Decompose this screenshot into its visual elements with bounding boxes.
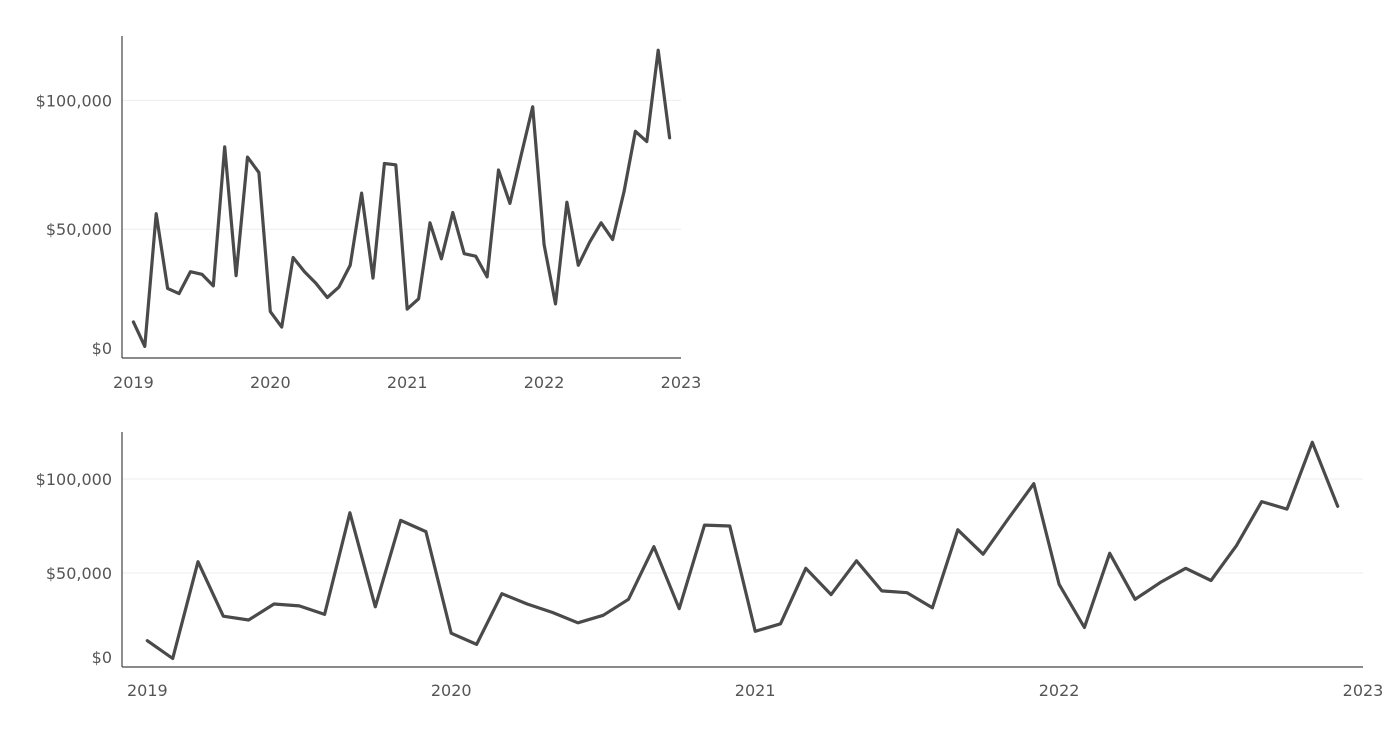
data-point-2021-04 xyxy=(829,593,833,597)
data-point-2022-10 xyxy=(1285,507,1289,511)
data-point-2019-12 xyxy=(424,530,428,534)
data-point-2021-09 xyxy=(956,528,960,532)
data-point-2019-07 xyxy=(297,604,301,608)
data-point-2020-07 xyxy=(601,613,605,617)
data-point-2020-11 xyxy=(703,523,707,527)
data-point-2022-12 xyxy=(1336,504,1340,508)
y-tick-label: $50,000 xyxy=(46,564,112,583)
data-point-2020-05 xyxy=(551,611,555,615)
data-point-2021-07 xyxy=(905,591,909,595)
data-point-2022-02 xyxy=(1082,626,1086,630)
data-point-2021-10 xyxy=(981,552,985,556)
data-point-2021-12 xyxy=(1032,482,1036,486)
series-line-0 xyxy=(131,48,672,348)
data-point-2020-02 xyxy=(475,642,479,646)
data-point-2020-04 xyxy=(525,602,529,606)
data-point-2022-11 xyxy=(1310,440,1314,444)
x-tick-label: 2020 xyxy=(250,373,291,392)
data-point-2019-02 xyxy=(171,657,175,661)
x-tick-label: 2021 xyxy=(387,373,428,392)
data-point-2019-09 xyxy=(348,511,352,515)
x-tick-label: 2023 xyxy=(1343,681,1384,700)
data-point-2022-09 xyxy=(1260,500,1264,504)
x-tick-label: 2019 xyxy=(113,373,154,392)
data-point-2019-01 xyxy=(145,639,149,643)
data-point-2019-04 xyxy=(221,614,225,618)
data-point-2020-03 xyxy=(500,592,504,596)
y-tick-label: $100,000 xyxy=(36,470,112,489)
data-point-2021-03 xyxy=(804,566,808,570)
x-tick-label: 2022 xyxy=(1039,681,1080,700)
y-tick-label: $0 xyxy=(92,339,112,358)
y-tick-label: $0 xyxy=(92,648,112,667)
data-point-2022-07 xyxy=(1209,579,1213,583)
data-point-2022-03 xyxy=(1108,551,1112,555)
data-point-2021-05 xyxy=(855,559,859,563)
data-point-2021-08 xyxy=(930,606,934,610)
data-point-2022-05 xyxy=(1158,580,1162,584)
data-point-2020-12 xyxy=(728,524,732,528)
x-tick-label: 2021 xyxy=(735,681,776,700)
data-point-2022-01 xyxy=(1057,582,1061,586)
series-line-0 xyxy=(145,440,1340,661)
data-point-2020-10 xyxy=(677,607,681,611)
data-point-2019-08 xyxy=(323,612,327,616)
data-point-2021-02 xyxy=(779,622,783,626)
data-point-2020-06 xyxy=(576,621,580,625)
data-point-2019-10 xyxy=(373,605,377,609)
data-point-2020-01 xyxy=(449,631,453,635)
data-point-2022-08 xyxy=(1234,544,1238,548)
data-point-2019-05 xyxy=(247,618,251,622)
data-point-2021-01 xyxy=(753,629,757,633)
data-point-2019-11 xyxy=(399,518,403,522)
data-point-2022-06 xyxy=(1184,566,1188,570)
y-tick-label: $50,000 xyxy=(46,220,112,239)
x-tick-label: 2022 xyxy=(524,373,565,392)
data-point-2021-11 xyxy=(1006,517,1010,521)
data-point-2020-09 xyxy=(652,545,656,549)
data-point-2019-06 xyxy=(272,602,276,606)
x-tick-label: 2023 xyxy=(661,373,702,392)
data-point-2020-08 xyxy=(627,597,631,601)
x-tick-label: 2019 xyxy=(127,681,168,700)
x-tick-label: 2020 xyxy=(431,681,472,700)
y-tick-label: $100,000 xyxy=(36,91,112,110)
data-point-2022-04 xyxy=(1133,597,1137,601)
data-point-2021-06 xyxy=(880,589,884,593)
data-point-2019-03 xyxy=(196,560,200,564)
